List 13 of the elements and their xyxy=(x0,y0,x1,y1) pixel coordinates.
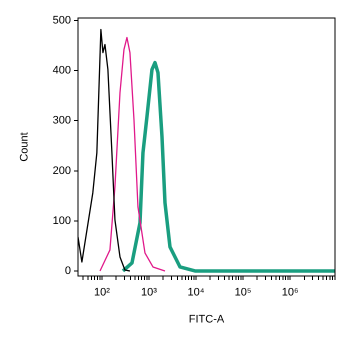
y-tick-label: 500 xyxy=(52,14,71,27)
y-tick-label: 200 xyxy=(52,164,71,177)
y-tick-label: 300 xyxy=(52,114,71,127)
y-tick-label: 100 xyxy=(52,214,71,227)
x-tick-label: 10³ xyxy=(141,286,158,299)
x-tick-label: 10⁵ xyxy=(234,286,252,299)
y-tick-label: 0 xyxy=(64,265,71,278)
x-tick-label: 10² xyxy=(94,286,110,299)
y-axis-title: Count xyxy=(18,132,31,162)
x-tick-label: 10⁶ xyxy=(282,286,298,299)
y-tick-label: 400 xyxy=(52,64,71,77)
x-tick-label: 10⁴ xyxy=(188,286,205,299)
x-axis-title: FITC-A xyxy=(188,313,225,326)
